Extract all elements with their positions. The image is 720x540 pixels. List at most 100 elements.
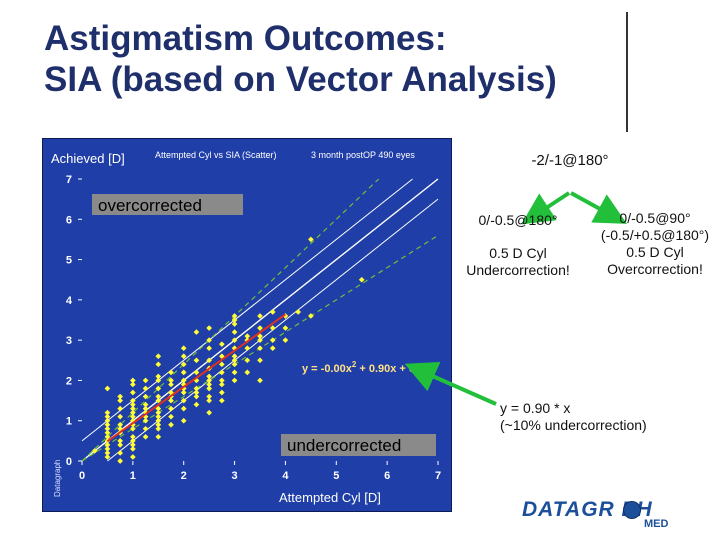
- data-point: [130, 434, 136, 440]
- data-point: [244, 369, 251, 376]
- data-point: [257, 337, 263, 343]
- data-point: [231, 329, 238, 335]
- data-point: [219, 361, 225, 368]
- chart-xlabel: Attempted Cyl [D]: [279, 490, 381, 505]
- data-point: [130, 401, 136, 408]
- axis-ticks: 0 1 2 3 4 5 6 7 0 1 2 3 4 5 6 7: [66, 174, 441, 482]
- data-point: [130, 442, 136, 448]
- x-tick-label-7: 7: [435, 470, 441, 482]
- data-point: [142, 425, 149, 432]
- data-point: [257, 313, 263, 319]
- y-tick-label-4: 4: [66, 295, 73, 307]
- data-point: [104, 417, 111, 424]
- data-point: [104, 442, 111, 448]
- data-point: [206, 357, 212, 364]
- data-point: [206, 385, 212, 392]
- data-point: [142, 377, 149, 384]
- data-point: [269, 337, 276, 343]
- data-point: [155, 409, 162, 416]
- data-point: [206, 373, 212, 380]
- anno-left-line-1: 0/-0.5@180°: [478, 212, 558, 228]
- data-point: [257, 345, 263, 352]
- data-point: [168, 413, 174, 420]
- data-point: [206, 381, 212, 388]
- data-point: [358, 276, 365, 283]
- data-point: [180, 369, 187, 376]
- fit-equation-prefix: y = -0.00x: [302, 363, 353, 375]
- x-tick-label-4: 4: [282, 470, 289, 482]
- data-point: [155, 417, 162, 424]
- data-point: [206, 377, 212, 384]
- data-point: [168, 405, 174, 412]
- data-point: [104, 450, 111, 456]
- title-line-2: SIA (based on Vector Analysis): [44, 60, 557, 99]
- data-point: [104, 425, 111, 432]
- data-point: [117, 393, 123, 400]
- data-point: [206, 397, 212, 404]
- dashed-guide-1: [81, 178, 380, 462]
- data-point: [193, 369, 200, 376]
- data-point: [104, 446, 111, 452]
- anno-right-line-1: 0/-0.5@90°: [619, 210, 691, 226]
- y-tick-label-2: 2: [66, 375, 72, 387]
- data-point: [117, 421, 123, 428]
- overcorrected-label-box: [92, 194, 243, 215]
- undercorrected-label-box: [281, 434, 436, 456]
- slide-title: Astigmatism Outcomes: SIA (based on Vect…: [44, 18, 557, 100]
- data-point: [142, 405, 149, 412]
- anno-fit-line-2: (~10% undercorrection): [500, 417, 647, 433]
- data-point: [168, 381, 174, 388]
- annotation-overcorrection: 0/-0.5@90° (-0.5/+0.5@180°) 0.5 D Cyl Ov…: [590, 210, 720, 278]
- data-point: [269, 325, 276, 331]
- data-point: [231, 369, 238, 376]
- data-point: [130, 413, 136, 420]
- data-point: [219, 377, 225, 384]
- data-point: [308, 313, 314, 319]
- data-point: [104, 385, 111, 392]
- chart-watermark: Datagraph: [53, 460, 62, 497]
- data-point: [168, 377, 174, 384]
- logo-sub: MED: [644, 518, 669, 530]
- data-point: [219, 397, 225, 404]
- anno-right-line-4: Overcorrection!: [607, 261, 703, 277]
- data-point: [231, 361, 238, 368]
- data-point: [155, 413, 162, 420]
- data-point: [104, 454, 111, 460]
- parallel-line-upper: [81, 178, 413, 442]
- data-point: [117, 405, 123, 412]
- fit-curve: [106, 313, 286, 443]
- data-point: [180, 417, 187, 424]
- data-point: [219, 341, 225, 347]
- data-point: [244, 357, 251, 364]
- data-point: [155, 385, 162, 392]
- data-point: [155, 421, 162, 428]
- data-point: [155, 377, 162, 384]
- x-tick-label-0: 0: [79, 470, 85, 482]
- data-point: [104, 413, 111, 420]
- data-point: [269, 345, 276, 352]
- data-point: [219, 369, 225, 376]
- data-point: [117, 397, 123, 404]
- x-tick-label-2: 2: [181, 470, 187, 482]
- data-point: [130, 377, 136, 384]
- data-point: [130, 446, 136, 452]
- chart-title: Attempted Cyl vs SIA (Scatter): [155, 150, 277, 160]
- data-point: [168, 369, 174, 376]
- fit-equation-suffix: + 0.90x + 0.04: [356, 363, 431, 375]
- data-point: [231, 313, 238, 319]
- data-point: [142, 401, 149, 408]
- y-tick-label-1: 1: [66, 416, 72, 428]
- title-line-1: Astigmatism Outcomes:: [44, 19, 447, 58]
- data-point: [142, 434, 149, 440]
- data-point: [155, 425, 162, 432]
- data-point: [117, 438, 123, 444]
- data-point: [244, 333, 251, 339]
- data-point: [117, 458, 123, 464]
- data-point: [308, 236, 314, 243]
- annotation-fit: y = 0.90 * x (~10% undercorrection): [500, 400, 680, 434]
- data-point: [180, 361, 187, 368]
- undercorrected-label: undercorrected: [287, 436, 401, 455]
- guide-lines: [81, 178, 439, 462]
- data-point: [193, 401, 200, 408]
- anno-fit-line-1: y = 0.90 * x: [500, 400, 571, 416]
